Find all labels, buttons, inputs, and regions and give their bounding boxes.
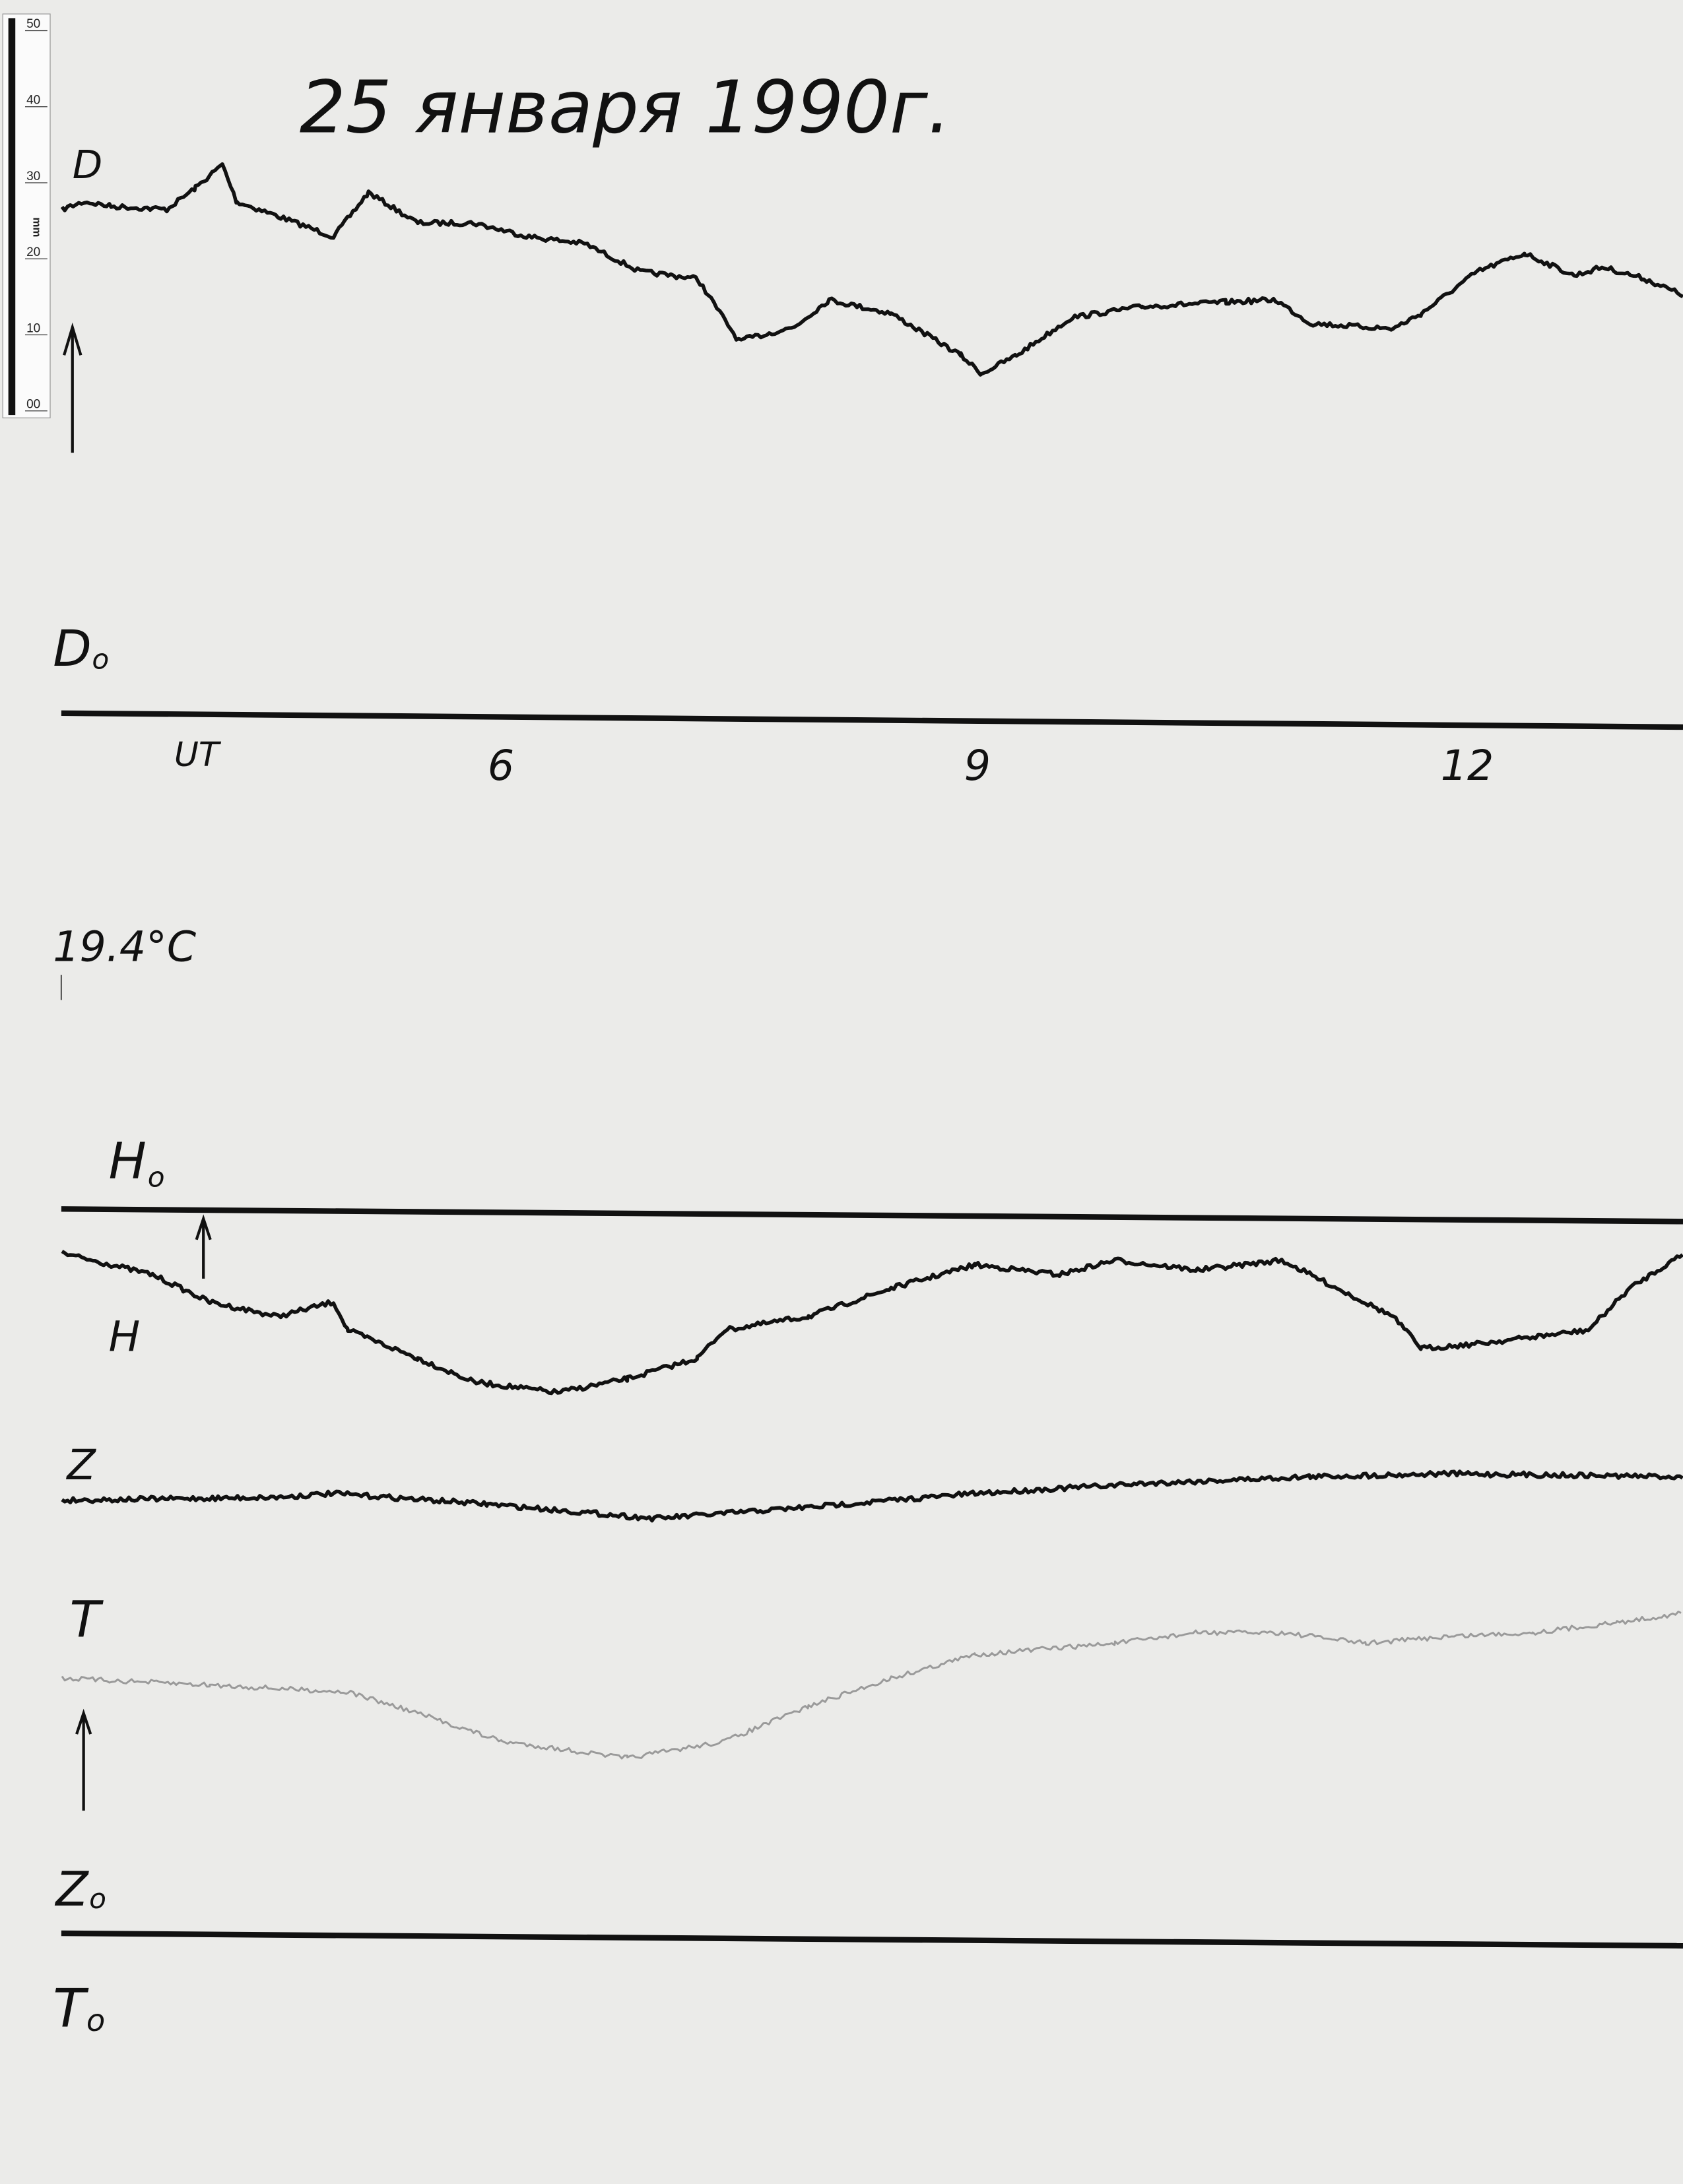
label-H: H <box>109 1312 141 1361</box>
arrow-up-icon <box>195 1214 212 1279</box>
label-T0-main: T <box>53 1977 89 2039</box>
trace-H <box>61 1250 1683 1396</box>
baseline-Z0 <box>61 1930 1683 1949</box>
x-tick-label: 9 <box>964 741 991 790</box>
ruler-tick-label: 00 <box>26 398 40 412</box>
label-H0-sub: o <box>148 1161 165 1194</box>
ruler-tick-label: 10 <box>26 321 40 335</box>
ruler-bar <box>8 18 16 416</box>
mm-ruler: 50 40 30 20 10 00 mm <box>2 13 51 418</box>
label-H0-main: H <box>109 1132 147 1190</box>
x-tick-label: 6 <box>488 741 514 790</box>
x-tick-label: 12 <box>1441 741 1494 790</box>
ruler-tick-label: 30 <box>26 170 40 183</box>
x-axis-unit: UT <box>174 735 222 774</box>
baseline-D0 <box>61 710 1683 730</box>
label-D0-main: D <box>53 619 92 678</box>
ruler-tick-label: 40 <box>26 94 40 108</box>
trace-D <box>60 162 1683 377</box>
arrow-up-icon <box>63 322 82 453</box>
label-Z: Z <box>65 1440 96 1489</box>
trace-T <box>61 1611 1682 1760</box>
chart-title: 25 января 1990г. <box>300 65 951 150</box>
ruler-unit: mm <box>31 217 44 237</box>
trace-Z <box>61 1469 1683 1523</box>
baseline-H0 <box>61 1206 1683 1225</box>
label-Z0-main: Z <box>54 1861 89 1917</box>
ruler-tick-label: 50 <box>26 17 40 31</box>
label-T0-sub: o <box>86 2003 105 2038</box>
label-D: D <box>73 142 103 187</box>
label-Z0-sub: o <box>89 1882 106 1915</box>
ruler-tick-label: 20 <box>26 245 40 259</box>
arrow-up-icon <box>75 1708 92 1811</box>
temperature-label: 19.4°C <box>53 922 196 971</box>
label-D0-sub: o <box>92 643 109 675</box>
label-T: T <box>70 1590 104 1648</box>
